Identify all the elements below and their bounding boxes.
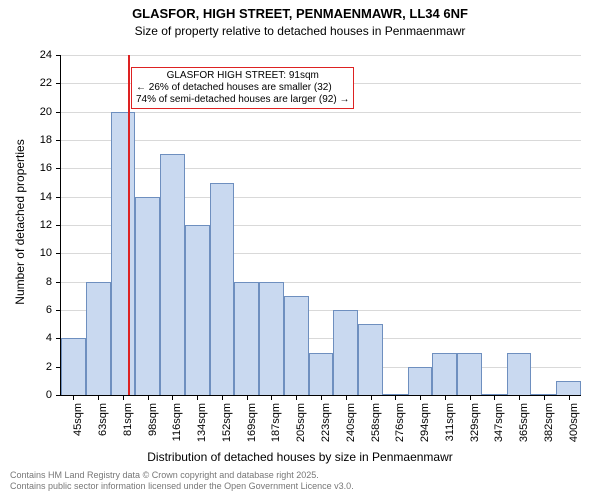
xtick-label: 169sqm [246, 403, 258, 453]
xtick-mark [123, 395, 124, 400]
ytick-label: 10 [22, 247, 52, 259]
footer-attribution: Contains HM Land Registry data © Crown c… [0, 470, 354, 492]
xtick-mark [544, 395, 545, 400]
annotation-line: 74% of semi-detached houses are larger (… [136, 94, 349, 106]
xtick-label: 134sqm [196, 403, 208, 453]
gridline [61, 55, 581, 56]
bar [259, 282, 284, 395]
ytick-label: 14 [22, 191, 52, 203]
ytick-label: 12 [22, 219, 52, 231]
xtick-mark [73, 395, 74, 400]
xtick-mark [296, 395, 297, 400]
xtick-mark [470, 395, 471, 400]
xtick-mark [569, 395, 570, 400]
ytick-mark [56, 197, 61, 198]
ytick-mark [56, 253, 61, 254]
xtick-label: 276sqm [394, 403, 406, 453]
ytick-label: 18 [22, 134, 52, 146]
xtick-mark [494, 395, 495, 400]
xtick-mark [197, 395, 198, 400]
gridline [61, 168, 581, 169]
annotation-line: ← 26% of detached houses are smaller (32… [136, 82, 349, 94]
bar [160, 154, 185, 395]
plot-area: GLASFOR HIGH STREET: 91sqm← 26% of detac… [60, 55, 581, 396]
xtick-mark [321, 395, 322, 400]
xtick-label: 81sqm [122, 403, 134, 453]
xtick-mark [222, 395, 223, 400]
bar [234, 282, 259, 395]
bar [210, 183, 235, 396]
xtick-mark [98, 395, 99, 400]
ytick-mark [56, 282, 61, 283]
xtick-label: 400sqm [568, 403, 580, 453]
ytick-label: 6 [22, 304, 52, 316]
ytick-label: 22 [22, 77, 52, 89]
xtick-mark [172, 395, 173, 400]
xtick-label: 98sqm [147, 403, 159, 453]
gridline [61, 112, 581, 113]
xtick-mark [420, 395, 421, 400]
ytick-mark [56, 55, 61, 56]
ytick-mark [56, 140, 61, 141]
xtick-label: 311sqm [444, 403, 456, 453]
ytick-label: 2 [22, 361, 52, 373]
bar [284, 296, 309, 395]
bar [185, 225, 210, 395]
bar [358, 324, 383, 395]
xtick-label: 205sqm [295, 403, 307, 453]
ytick-mark [56, 83, 61, 84]
ytick-mark [56, 395, 61, 396]
xtick-mark [445, 395, 446, 400]
xtick-mark [346, 395, 347, 400]
bar [111, 112, 136, 395]
ytick-label: 0 [22, 389, 52, 401]
xtick-mark [247, 395, 248, 400]
xtick-mark [148, 395, 149, 400]
xtick-mark [519, 395, 520, 400]
xtick-label: 258sqm [370, 403, 382, 453]
xtick-label: 347sqm [493, 403, 505, 453]
xtick-label: 63sqm [97, 403, 109, 453]
bar [432, 353, 457, 396]
ytick-mark [56, 310, 61, 311]
ytick-label: 16 [22, 162, 52, 174]
xtick-label: 223sqm [320, 403, 332, 453]
bar [333, 310, 358, 395]
ytick-label: 20 [22, 106, 52, 118]
chart-subtitle: Size of property relative to detached ho… [0, 24, 600, 38]
ytick-label: 24 [22, 49, 52, 61]
bar [135, 197, 160, 395]
xtick-mark [271, 395, 272, 400]
xtick-label: 187sqm [270, 403, 282, 453]
bar [556, 381, 581, 395]
xtick-label: 382sqm [543, 403, 555, 453]
xtick-label: 240sqm [345, 403, 357, 453]
ytick-mark [56, 225, 61, 226]
footer-line2: Contains public sector information licen… [10, 481, 354, 492]
bar [86, 282, 111, 395]
xtick-mark [395, 395, 396, 400]
xtick-label: 365sqm [518, 403, 530, 453]
ytick-label: 4 [22, 332, 52, 344]
gridline [61, 140, 581, 141]
xtick-label: 45sqm [72, 403, 84, 453]
annotation-line: GLASFOR HIGH STREET: 91sqm [136, 70, 349, 82]
bar [507, 353, 532, 396]
xtick-mark [371, 395, 372, 400]
ytick-mark [56, 168, 61, 169]
bar [61, 338, 86, 395]
bar [408, 367, 433, 395]
xtick-label: 116sqm [171, 403, 183, 453]
xtick-label: 329sqm [469, 403, 481, 453]
ytick-mark [56, 112, 61, 113]
chart-title: GLASFOR, HIGH STREET, PENMAENMAWR, LL34 … [0, 6, 600, 21]
footer-line1: Contains HM Land Registry data © Crown c… [10, 470, 354, 481]
annotation-box: GLASFOR HIGH STREET: 91sqm← 26% of detac… [131, 67, 354, 109]
ytick-label: 8 [22, 276, 52, 288]
xtick-label: 294sqm [419, 403, 431, 453]
bar [309, 353, 334, 396]
bar [457, 353, 482, 396]
chart-container: GLASFOR, HIGH STREET, PENMAENMAWR, LL34 … [0, 0, 600, 500]
xtick-label: 152sqm [221, 403, 233, 453]
